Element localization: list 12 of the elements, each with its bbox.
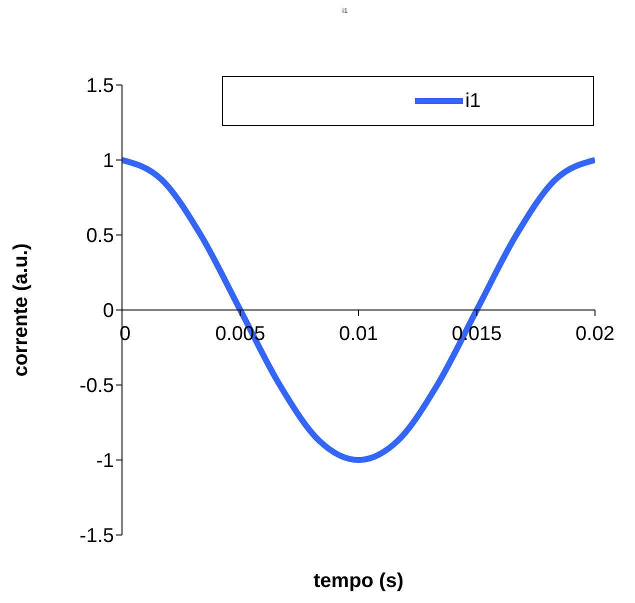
y-tick-label: 0 <box>102 300 114 322</box>
y-tick-label: -0.5 <box>80 375 114 398</box>
y-tick-label: 1.5 <box>86 75 114 98</box>
y-tick-label: -1 <box>96 450 114 472</box>
y-axis-title: corrente (a.u.) <box>10 243 32 377</box>
y-tick-label: 0.5 <box>86 225 114 248</box>
y-tick-label: 1 <box>102 150 114 172</box>
x-axis-title: tempo (s) <box>314 570 404 592</box>
y-tick-label: -1.5 <box>80 525 114 548</box>
legend-label: i1 <box>465 90 481 112</box>
x-tick-label: 0.01 <box>339 323 378 345</box>
x-tick-label: 0.02 <box>576 323 614 345</box>
